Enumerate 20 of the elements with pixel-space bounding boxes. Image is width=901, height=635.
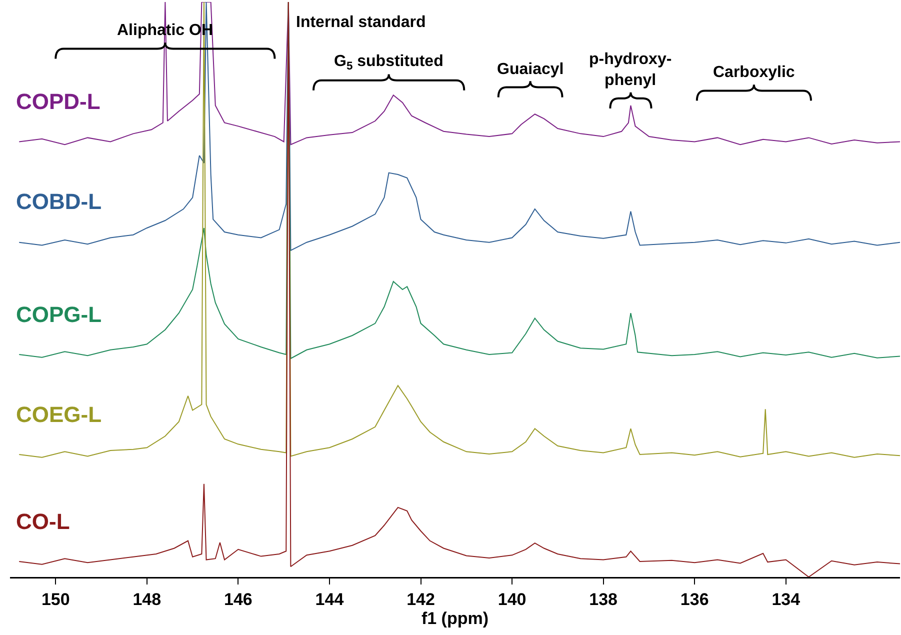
annotation: G$_{5}$ substituted [334,53,444,72]
x-tick-label: 136 [680,590,709,609]
annotation: Carboxylic [713,64,795,81]
series-label: COEG-L [16,402,102,427]
x-tick-label: 144 [315,590,344,609]
series-label: COPD-L [16,89,100,114]
x-tick-label: 140 [498,590,526,609]
annotation: Internal standard [296,14,426,31]
annotation: p-hydroxy- phenyl [589,51,672,89]
x-tick-label: 150 [41,590,70,609]
series-label: COPG-L [16,302,102,327]
series-label: CO-L [16,509,70,534]
x-tick-label: 146 [224,590,252,609]
x-tick-label: 138 [589,590,618,609]
series-label: COBD-L [16,189,102,214]
x-axis-title: f1 (ppm) [421,608,489,628]
annotation: Guaiacyl [497,61,564,78]
x-tick-label: 142 [406,590,435,609]
x-tick-label: 148 [132,590,162,609]
x-tick-label: 134 [772,590,801,609]
